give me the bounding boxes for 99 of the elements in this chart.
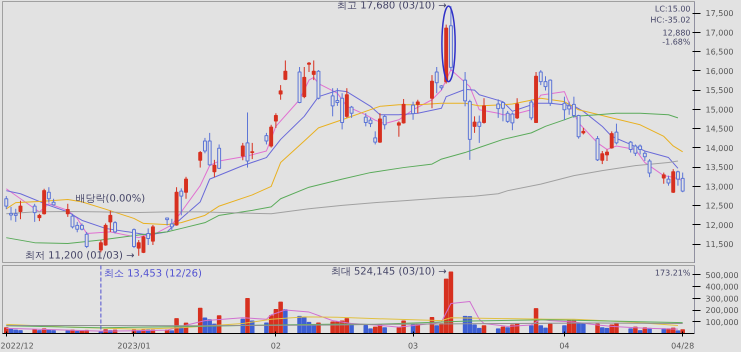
bar [529,325,534,334]
candlestick [113,220,118,234]
y-tick-label: 200,000 [706,306,739,316]
annotation: -1.68% [662,38,691,46]
candlestick [278,84,283,100]
line-series [6,319,684,328]
candlestick [184,176,188,200]
bar [434,325,439,334]
x-tick-label: 02 [270,342,281,350]
candlestick [642,150,647,162]
bar [37,330,42,334]
candlestick [312,60,316,81]
annotation: 최대 524,145 (03/10) → [330,266,447,278]
candlestick [482,98,486,124]
y-tick-label: 300,000 [706,294,739,304]
candlestick [170,218,174,230]
y-tick-label: 11,500 [706,240,734,250]
candlestick [373,130,378,145]
annotation: 12,880 [662,28,691,38]
bar [548,324,553,334]
candlestick [46,186,51,204]
y-tick-label: 500,000 [706,270,739,280]
candlestick [666,175,670,186]
candlestick [515,98,520,120]
y-tick-label: 16,000 [706,66,734,76]
candlestick [108,210,112,232]
annotation: 배당락(0.00%) [76,194,146,205]
bar [638,330,642,334]
candlestick [344,88,349,118]
candlestick [179,188,184,216]
candlestick [32,203,37,222]
candlestick [18,200,22,220]
annotation: LC:15.00 [654,4,690,14]
candlestick [671,168,676,194]
y-tick-label: 13,500 [706,163,734,172]
candlestick [463,72,468,107]
candlestick [212,159,216,178]
y-tick-label: 14,000 [706,144,734,153]
y-tick-label: 13,000 [706,182,734,192]
candlestick [217,144,222,170]
y-tick-label: 17,000 [706,28,734,38]
bar [505,327,510,334]
y-tick-label: 17,500 [706,9,734,18]
bar [628,328,633,334]
candlestick [434,66,439,94]
candlestick [416,99,420,114]
candlestick [648,158,652,178]
y-tick-label: 12,000 [706,220,734,230]
candlestick [307,61,311,73]
y-tick-label: 400,000 [706,282,739,292]
candlestick [132,228,136,249]
y-tick-label: 15,000 [706,105,734,114]
x-tick-label: 2022/12 [0,342,34,350]
candlestick [240,142,245,161]
candlestick [274,112,278,128]
candlestick [662,172,666,184]
candlestick [150,224,155,246]
candlestick [198,150,202,168]
candlestick [411,101,416,120]
candlestick [529,99,534,121]
annotation: HC:-35.02 [650,16,691,24]
y-tick-label: 15,500 [706,86,734,96]
candlestick [430,74,434,109]
candlestick [42,188,46,216]
candlestick [350,105,354,118]
annotation: 173.21% [654,268,691,278]
candlestick [283,60,288,81]
candlestick [596,135,600,162]
candlestick [269,124,274,148]
candlestick [4,196,8,210]
candlestick [141,235,146,254]
line-series [6,300,678,332]
candlestick [84,231,89,249]
x-tick-label: 03 [408,342,418,350]
bar [382,327,387,334]
y-tick-label: 14,500 [706,124,734,134]
ref-line-label: 최소 13,453 (12/26) [104,268,202,280]
x-tick-label: 04/28 [671,342,694,350]
line-series [6,160,678,214]
candlestick [66,203,70,218]
bar [500,326,506,334]
x-tick-label: 2023/01 [117,342,151,350]
candlestick [146,228,150,246]
candlestick [610,130,614,150]
candlestick [614,123,618,145]
y-tick-label: 16,500 [706,48,734,57]
candlestick [477,115,482,144]
bar [245,298,250,334]
y-tick-label: 12,500 [706,202,734,211]
candlestick [382,114,387,130]
bar [482,325,486,334]
x-tick-label: 04 [559,342,570,350]
candlestick [378,112,382,144]
annotation: 최저 11,200 (01/03) → [24,250,134,262]
candlestick [472,116,477,134]
candlestick [246,112,250,168]
candlestick [264,132,268,145]
y-tick-label: 100,000 [706,318,739,327]
bar [496,328,500,334]
